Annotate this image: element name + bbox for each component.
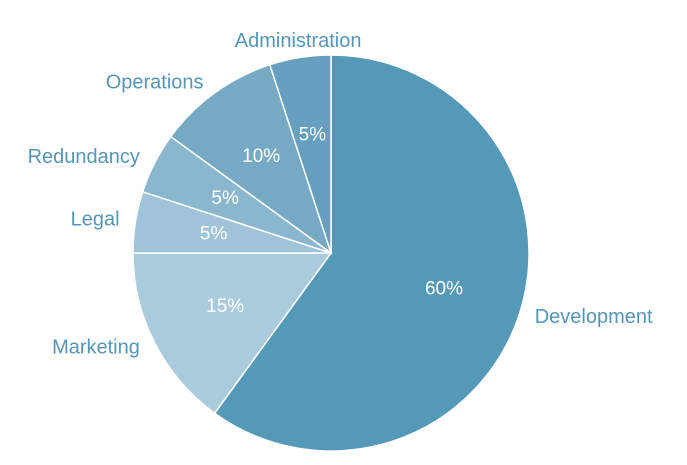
slice-development	[213, 54, 530, 452]
category-label-development: Development	[535, 306, 653, 328]
percent-label-operations: 10%	[242, 146, 280, 167]
category-label-redundancy: Redundancy	[28, 146, 140, 168]
slices-layer	[132, 54, 530, 452]
percent-label-marketing: 15%	[206, 296, 244, 317]
category-labels-layer: Development Marketing Legal Redundancy Opera…	[28, 30, 653, 359]
category-label-marketing: Marketing	[52, 337, 140, 359]
category-label-operations: Operations	[106, 71, 204, 93]
slice-administration	[268, 54, 332, 254]
percent-label-redundancy: 5%	[211, 188, 239, 209]
category-label-legal: Legal	[71, 208, 120, 230]
percent-labels-layer: 60%15%5%5%10%5%	[200, 125, 463, 317]
slice-marketing	[132, 252, 333, 415]
percent-label-administration: 5%	[299, 125, 327, 146]
category-label-administration: Administration	[235, 30, 362, 52]
slice-operations	[169, 63, 333, 255]
percent-label-development: 60%	[425, 279, 463, 300]
percent-label-legal: 5%	[200, 223, 228, 244]
